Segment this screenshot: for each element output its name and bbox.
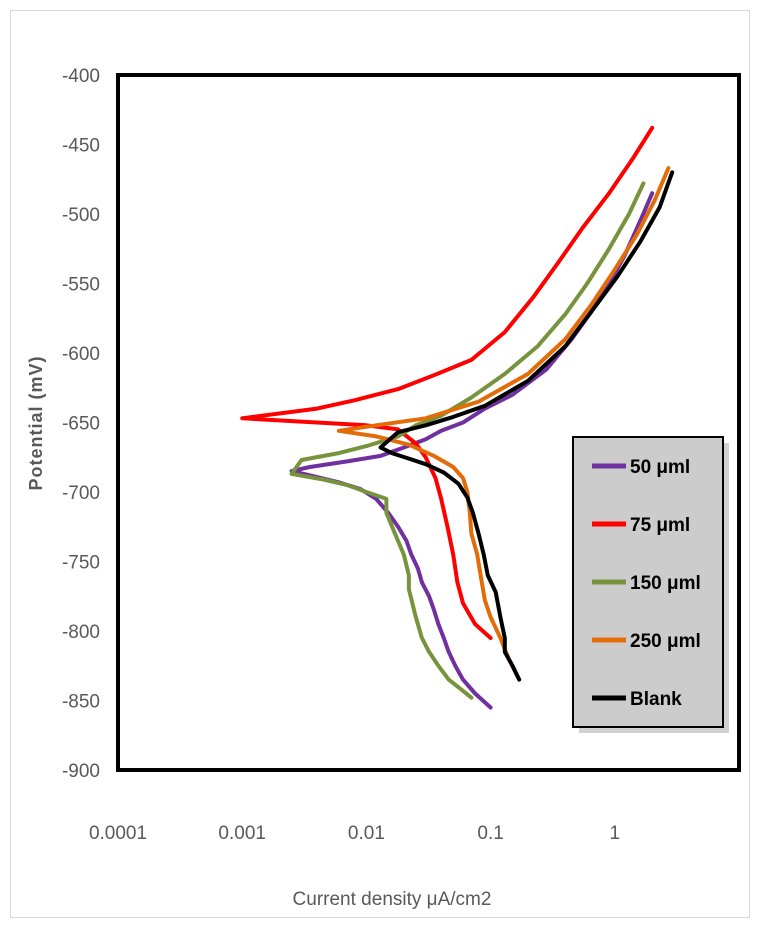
x-axis-title: Current density μA/cm2 bbox=[293, 889, 492, 910]
y-tick-label: -500 bbox=[62, 205, 100, 226]
y-tick-label: -450 bbox=[62, 136, 100, 157]
legend-label-50-ml: 50 μml bbox=[630, 457, 690, 478]
legend-items: 50 μml 75 μml 150 μml 250 μml Blank bbox=[592, 457, 701, 710]
y-tick-label: -550 bbox=[62, 275, 100, 296]
y-tick-label: -700 bbox=[62, 483, 100, 504]
series-line-75-ml bbox=[240, 125, 655, 640]
series-line-250-ml bbox=[336, 166, 671, 682]
y-tick-label: -800 bbox=[62, 622, 100, 643]
y-tick-label: -750 bbox=[62, 553, 100, 574]
x-tick-label: 0.1 bbox=[477, 823, 503, 844]
y-tick-labels: -400 -450 -500 -550 -600 -650 -700 -750 -800 -850… bbox=[62, 66, 100, 782]
y-axis-title: Potential (mV) bbox=[26, 355, 46, 490]
x-tick-label: 0.0001 bbox=[89, 823, 147, 844]
x-tick-label: 0.01 bbox=[348, 823, 385, 844]
legend-box bbox=[572, 436, 724, 728]
series-line-150-ml bbox=[289, 181, 646, 700]
legend-label-75-ml: 75 μml bbox=[630, 515, 690, 536]
legend-label-250-ml: 250 μml bbox=[630, 631, 701, 652]
x-tick-labels: 0.0001 0.001 0.01 0.1 1 bbox=[89, 823, 620, 844]
x-tick-label: 1 bbox=[610, 823, 621, 844]
series-layer bbox=[240, 125, 675, 710]
y-tick-label: -900 bbox=[62, 761, 100, 782]
y-tick-label: -400 bbox=[62, 66, 100, 87]
y-tick-label: -600 bbox=[62, 344, 100, 365]
legend: 50 μml 75 μml 150 μml 250 μml Blank bbox=[572, 436, 729, 733]
y-tick-label: -850 bbox=[62, 692, 100, 713]
legend-label-blank: Blank bbox=[630, 689, 682, 710]
series-line-blank bbox=[378, 170, 675, 682]
x-tick-label: 0.001 bbox=[218, 823, 266, 844]
plot-area-border bbox=[116, 73, 741, 772]
legend-label-150-ml: 150 μml bbox=[630, 573, 701, 594]
y-tick-label: -650 bbox=[62, 414, 100, 435]
